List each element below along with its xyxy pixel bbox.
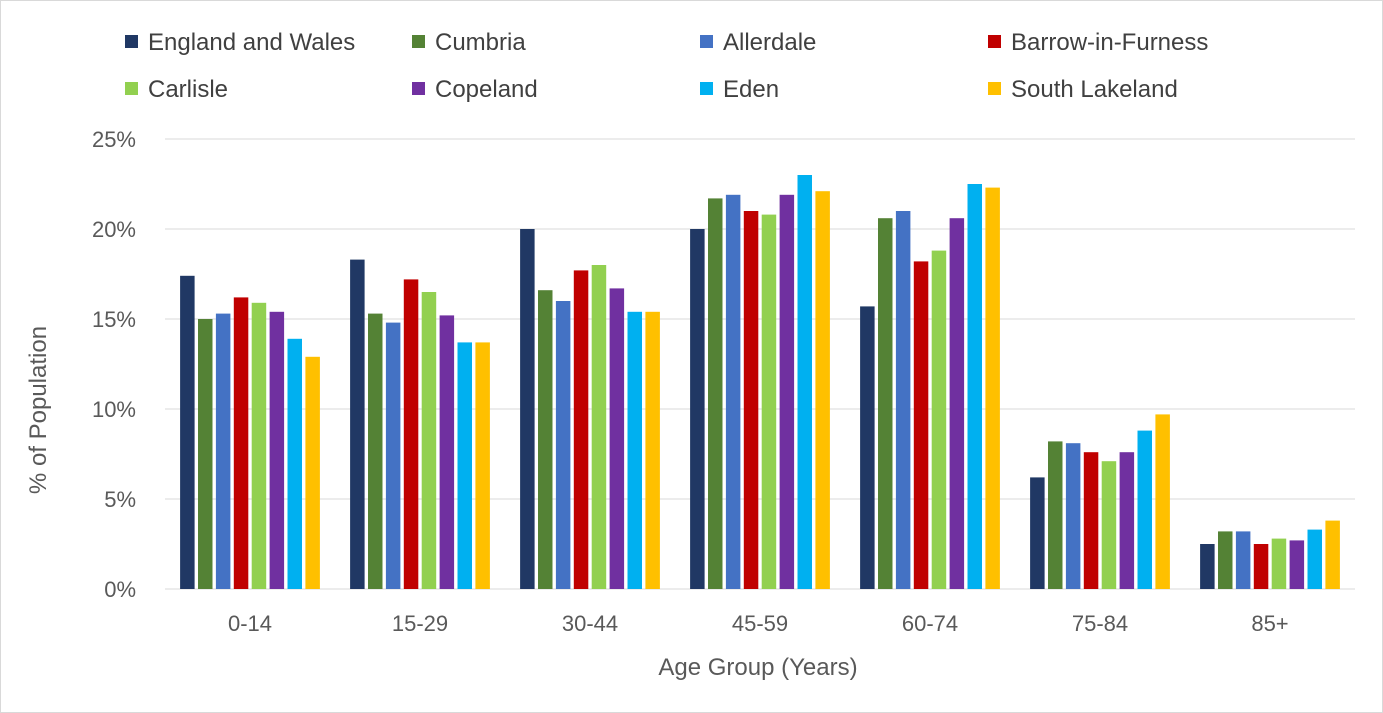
x-tick-label: 0-14 [228, 611, 272, 636]
legend-swatch [700, 35, 713, 48]
bar [708, 198, 723, 589]
bar [1218, 531, 1233, 589]
bar [895, 211, 911, 589]
bar [1137, 430, 1152, 589]
bar [385, 322, 401, 589]
legend-label: Allerdale [723, 29, 816, 56]
legend-label: Barrow-in-Furness [1011, 29, 1208, 56]
x-tick-label: 45-59 [732, 611, 788, 636]
bar [1235, 531, 1251, 589]
bar [1200, 544, 1215, 589]
x-tick-label: 15-29 [392, 611, 448, 636]
x-axis-ticks: 0-14 15-29 30-44 45-59 60-74 75-84 85+ [228, 611, 1289, 636]
legend-label: Eden [723, 76, 779, 103]
legend-swatch [412, 35, 425, 48]
bar [645, 311, 660, 589]
legend-label: England and Wales [148, 29, 355, 56]
y-tick-label: 25% [92, 127, 136, 152]
x-tick-label: 30-44 [562, 611, 618, 636]
bar [1155, 414, 1170, 589]
x-tick-label: 75-84 [1072, 611, 1128, 636]
y-tick-label: 5% [104, 487, 136, 512]
bar [1253, 544, 1269, 589]
bar [198, 319, 213, 589]
bar [1289, 540, 1305, 589]
bar [368, 313, 383, 589]
bar [725, 194, 741, 590]
bar [475, 342, 490, 589]
bar [860, 306, 875, 589]
x-tick-label: 85+ [1251, 611, 1288, 636]
bar [403, 279, 419, 589]
bar [421, 292, 437, 589]
bar [538, 290, 553, 589]
bar [967, 184, 982, 589]
bar [743, 211, 759, 589]
bar [269, 311, 285, 589]
bar [233, 297, 249, 589]
x-tick-label: 60-74 [902, 611, 958, 636]
bar [878, 218, 893, 589]
legend-label: Copeland [435, 76, 538, 103]
bar [1271, 538, 1287, 589]
bar [573, 270, 589, 589]
bar [1030, 477, 1045, 589]
bar [627, 311, 642, 589]
bar [949, 218, 965, 589]
bar [609, 288, 625, 589]
legend-swatch [700, 82, 713, 95]
bar [1083, 452, 1099, 589]
legend-label: Cumbria [435, 29, 526, 56]
bar [305, 356, 320, 589]
bar [350, 259, 365, 589]
bar [1325, 520, 1340, 589]
bar [251, 302, 267, 589]
bar [457, 342, 472, 589]
y-tick-label: 20% [92, 217, 136, 242]
bar [797, 175, 812, 589]
legend-label: Carlisle [148, 76, 228, 103]
legend-swatch [125, 35, 138, 48]
bar [555, 301, 571, 589]
legend-swatch [988, 35, 1001, 48]
bar [985, 187, 1000, 589]
legend-swatch [988, 82, 1001, 95]
legend-label: South Lakeland [1011, 76, 1178, 103]
gridlines [165, 138, 1355, 590]
x-axis-title: Age Group (Years) [658, 654, 857, 681]
bar [931, 250, 947, 589]
legend-swatch [412, 82, 425, 95]
legend-swatch [125, 82, 138, 95]
bar [1307, 529, 1322, 589]
bars [180, 175, 1340, 590]
legend: England and Wales Cumbria Allerdale Barrow-… [125, 29, 1208, 103]
bar [180, 275, 195, 589]
bar [215, 313, 231, 589]
bar [690, 229, 705, 589]
bar [1048, 441, 1063, 589]
y-axis-title: % of Population [25, 326, 52, 494]
bar [761, 214, 777, 589]
bar [779, 194, 795, 590]
bar [520, 229, 535, 589]
bar [815, 191, 830, 589]
bar [439, 315, 455, 589]
y-tick-label: 10% [92, 397, 136, 422]
bar [1119, 452, 1135, 589]
bar [913, 261, 929, 589]
y-axis-ticks: 0% 5% 10% 15% 20% 25% [92, 127, 136, 602]
bar [287, 338, 302, 589]
y-tick-label: 15% [92, 307, 136, 332]
bar [1101, 461, 1117, 589]
bar [591, 265, 607, 589]
bar [1065, 443, 1081, 589]
y-tick-label: 0% [104, 577, 136, 602]
